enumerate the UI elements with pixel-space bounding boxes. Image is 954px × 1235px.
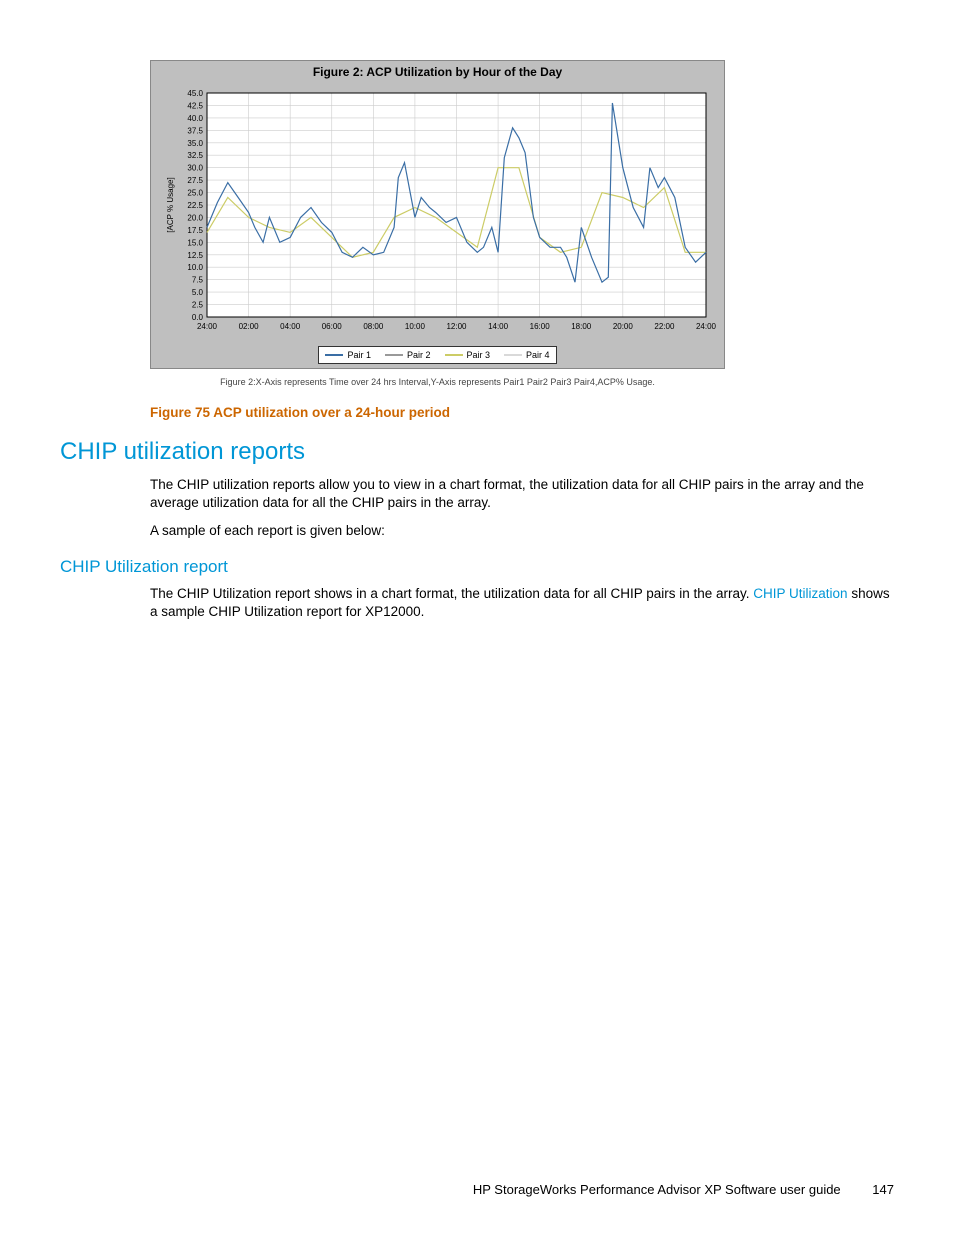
chart-legend: Pair 1 Pair 2 Pair 3 Pair 4	[318, 346, 556, 364]
legend-label: Pair 4	[526, 350, 550, 360]
svg-text:0.0: 0.0	[192, 313, 204, 322]
svg-text:35.0: 35.0	[187, 139, 203, 148]
svg-text:08:00: 08:00	[363, 322, 384, 331]
legend-item: Pair 3	[445, 350, 491, 360]
page-footer: HP StorageWorks Performance Advisor XP S…	[473, 1182, 894, 1197]
svg-text:06:00: 06:00	[322, 322, 343, 331]
svg-text:24:00: 24:00	[197, 322, 218, 331]
chart-container: Figure 2: ACP Utilization by Hour of the…	[150, 60, 725, 387]
subsection-heading: CHIP Utilization report	[60, 557, 894, 577]
svg-text:42.5: 42.5	[187, 101, 203, 110]
page-number: 147	[872, 1182, 894, 1197]
legend-swatch	[385, 354, 403, 356]
footer-text: HP StorageWorks Performance Advisor XP S…	[473, 1182, 841, 1197]
acp-line-chart: 0.0 2.5 5.0 7.5 10.0 12.5 15.0 17.5 20.0 22.5 25.0…	[159, 87, 716, 337]
figure-caption: Figure 75 ACP utilization over a 24-hour…	[150, 405, 894, 420]
svg-text:7.5: 7.5	[192, 276, 204, 285]
svg-text:14:00: 14:00	[488, 322, 509, 331]
svg-text:20:00: 20:00	[613, 322, 634, 331]
chip-utilization-link[interactable]: CHIP Utilization	[753, 586, 847, 601]
svg-text:45.0: 45.0	[187, 89, 203, 98]
subsection-paragraph: The CHIP Utilization report shows in a c…	[150, 585, 894, 621]
chart-sub-caption: Figure 2:X-Axis represents Time over 24 …	[150, 377, 725, 387]
svg-text:17.5: 17.5	[187, 226, 203, 235]
section-paragraph-2: A sample of each report is given below:	[150, 522, 894, 540]
legend-swatch	[445, 354, 463, 356]
legend-label: Pair 2	[407, 350, 431, 360]
legend-item: Pair 4	[504, 350, 550, 360]
svg-text:25.0: 25.0	[187, 189, 203, 198]
svg-text:22.5: 22.5	[187, 201, 203, 210]
chart-body: 0.0 2.5 5.0 7.5 10.0 12.5 15.0 17.5 20.0 22.5 25.0…	[150, 81, 725, 369]
svg-text:37.5: 37.5	[187, 126, 203, 135]
svg-text:27.5: 27.5	[187, 176, 203, 185]
svg-text:24:00: 24:00	[696, 322, 716, 331]
svg-text:12:00: 12:00	[446, 322, 467, 331]
svg-text:2.5: 2.5	[192, 301, 204, 310]
svg-text:16:00: 16:00	[530, 322, 551, 331]
svg-text:12.5: 12.5	[187, 251, 203, 260]
svg-text:30.0: 30.0	[187, 164, 203, 173]
sub-p-text-a: The CHIP Utilization report shows in a c…	[150, 586, 753, 601]
legend-item: Pair 1	[325, 350, 371, 360]
svg-text:32.5: 32.5	[187, 151, 203, 160]
svg-text:15.0: 15.0	[187, 238, 203, 247]
svg-text:5.0: 5.0	[192, 288, 204, 297]
svg-text:[ACP % Usage]: [ACP % Usage]	[166, 177, 175, 232]
svg-text:10.0: 10.0	[187, 263, 203, 272]
legend-swatch	[504, 354, 522, 356]
svg-text:18:00: 18:00	[571, 322, 592, 331]
section-heading: CHIP utilization reports	[60, 438, 894, 466]
svg-text:40.0: 40.0	[187, 114, 203, 123]
legend-swatch	[325, 354, 343, 356]
legend-label: Pair 3	[467, 350, 491, 360]
section-paragraph-1: The CHIP utilization reports allow you t…	[150, 476, 894, 512]
legend-label: Pair 1	[347, 350, 371, 360]
chart-title: Figure 2: ACP Utilization by Hour of the…	[150, 60, 725, 81]
svg-text:02:00: 02:00	[239, 322, 260, 331]
svg-text:10:00: 10:00	[405, 322, 426, 331]
svg-text:04:00: 04:00	[280, 322, 301, 331]
svg-text:22:00: 22:00	[654, 322, 675, 331]
svg-text:20.0: 20.0	[187, 213, 203, 222]
legend-item: Pair 2	[385, 350, 431, 360]
